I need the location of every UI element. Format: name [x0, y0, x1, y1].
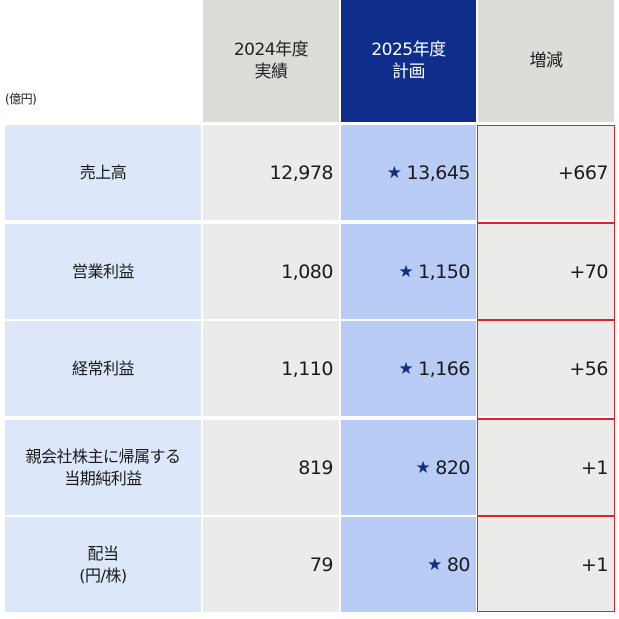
header-diff-line1: 増減	[529, 50, 564, 71]
value-2024-actual: 1,080	[203, 224, 339, 319]
difference-row-divider	[477, 222, 615, 224]
value-2025-plan: ★ 13,645	[341, 125, 476, 220]
header-2025-plan: 2025年度 計画	[341, 0, 476, 122]
value-2025-plan: ★ 80	[341, 517, 476, 612]
star-icon: ★	[386, 162, 402, 183]
header-2024-line2: 実績	[254, 62, 288, 82]
header-2025-line1: 2025年度	[371, 39, 446, 60]
value-difference: +667	[478, 125, 614, 220]
value-2025-plan-number: 1,166	[418, 357, 470, 380]
star-icon: ★	[398, 358, 414, 379]
value-2024-actual: 819	[203, 420, 339, 515]
difference-row-divider	[477, 515, 615, 517]
unit-label: (億円)	[5, 92, 37, 106]
row-label-line: (円/株)	[79, 565, 127, 585]
header-difference: 増減	[478, 0, 614, 122]
star-icon: ★	[398, 261, 414, 282]
row-label: 親会社株主に帰属する 当期純利益	[5, 420, 201, 515]
value-2025-plan-number: 1,150	[418, 260, 470, 283]
row-label-line: 売上高	[79, 162, 127, 182]
difference-row-divider	[477, 319, 615, 321]
value-difference: +56	[478, 321, 614, 416]
row-label: 経常利益	[5, 321, 201, 416]
row-label-line: 経常利益	[71, 358, 135, 378]
value-2024-actual: 1,110	[203, 321, 339, 416]
value-2024-actual: 12,978	[203, 125, 339, 220]
row-label-line: 営業利益	[71, 261, 135, 281]
star-icon: ★	[427, 554, 442, 575]
value-difference: +1	[478, 420, 614, 515]
row-label: 配当 (円/株)	[5, 517, 201, 612]
value-2025-plan-number: 820	[435, 456, 470, 479]
row-label-line: 配当	[87, 543, 119, 563]
value-2025-plan: ★ 820	[341, 420, 476, 515]
row-label-line: 親会社株主に帰属する	[25, 446, 181, 466]
header-2025-line2: 計画	[391, 62, 426, 82]
value-2025-plan-number: 80	[446, 553, 471, 576]
value-2025-plan: ★ 1,166	[341, 321, 476, 416]
value-difference: +70	[478, 224, 614, 319]
value-2025-plan-number: 13,645	[406, 161, 471, 184]
header-2024-line1: 2024年度	[233, 39, 309, 60]
star-icon: ★	[415, 457, 431, 478]
row-label-line: 当期純利益	[64, 468, 142, 488]
row-label: 売上高	[5, 125, 201, 220]
row-label: 営業利益	[5, 224, 201, 319]
difference-row-divider	[477, 418, 615, 420]
value-2024-actual: 79	[203, 517, 339, 612]
header-2024-actual: 2024年度 実績	[203, 0, 339, 122]
value-2025-plan: ★ 1,150	[341, 224, 476, 319]
value-difference: +1	[478, 517, 614, 612]
